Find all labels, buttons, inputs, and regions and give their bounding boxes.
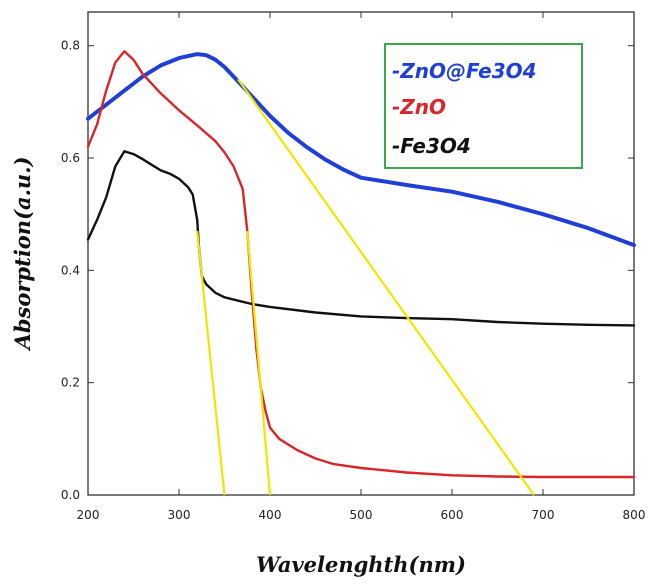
series-line-zno-fe3o4 [86,52,636,248]
y-tick-label: 0.0 [61,488,80,502]
y-tick-label: 0.6 [61,151,80,165]
y-tick-labels: 0.0 0.2 0.4 0.6 0.8 [61,39,80,502]
legend-box [384,43,583,169]
x-tick-label: 700 [532,508,555,522]
tangent-line [237,78,535,496]
legend: -ZnO@Fe3O4 -ZnO -Fe3O4 [384,43,583,169]
y-tick-label: 0.8 [61,39,80,53]
x-tick-label: 500 [350,508,373,522]
tangent-lines [196,78,535,496]
y-tick-label: 0.2 [61,376,80,390]
legend-entry-zno-fe3o4: -ZnO@Fe3O4 [392,59,537,83]
x-tick-label: 800 [623,508,646,522]
y-tick-label: 0.4 [61,263,80,277]
y-axis-title: Absorption(a.u.) [10,157,35,352]
x-tick-label: 200 [77,508,100,522]
x-tick-label: 600 [441,508,464,522]
x-tick-label: 300 [168,508,191,522]
tangent-line [196,230,226,496]
x-tick-label: 400 [259,508,282,522]
x-tick-labels: 200 300 400 500 600 700 800 [77,508,646,522]
x-axis-title: Wavelenghth(nm) [256,552,466,577]
legend-entry-zno: -ZnO [392,95,446,119]
axis-ticks [87,12,635,496]
legend-entry-fe3o4: -Fe3O4 [392,134,471,158]
tangent-line [246,230,272,496]
